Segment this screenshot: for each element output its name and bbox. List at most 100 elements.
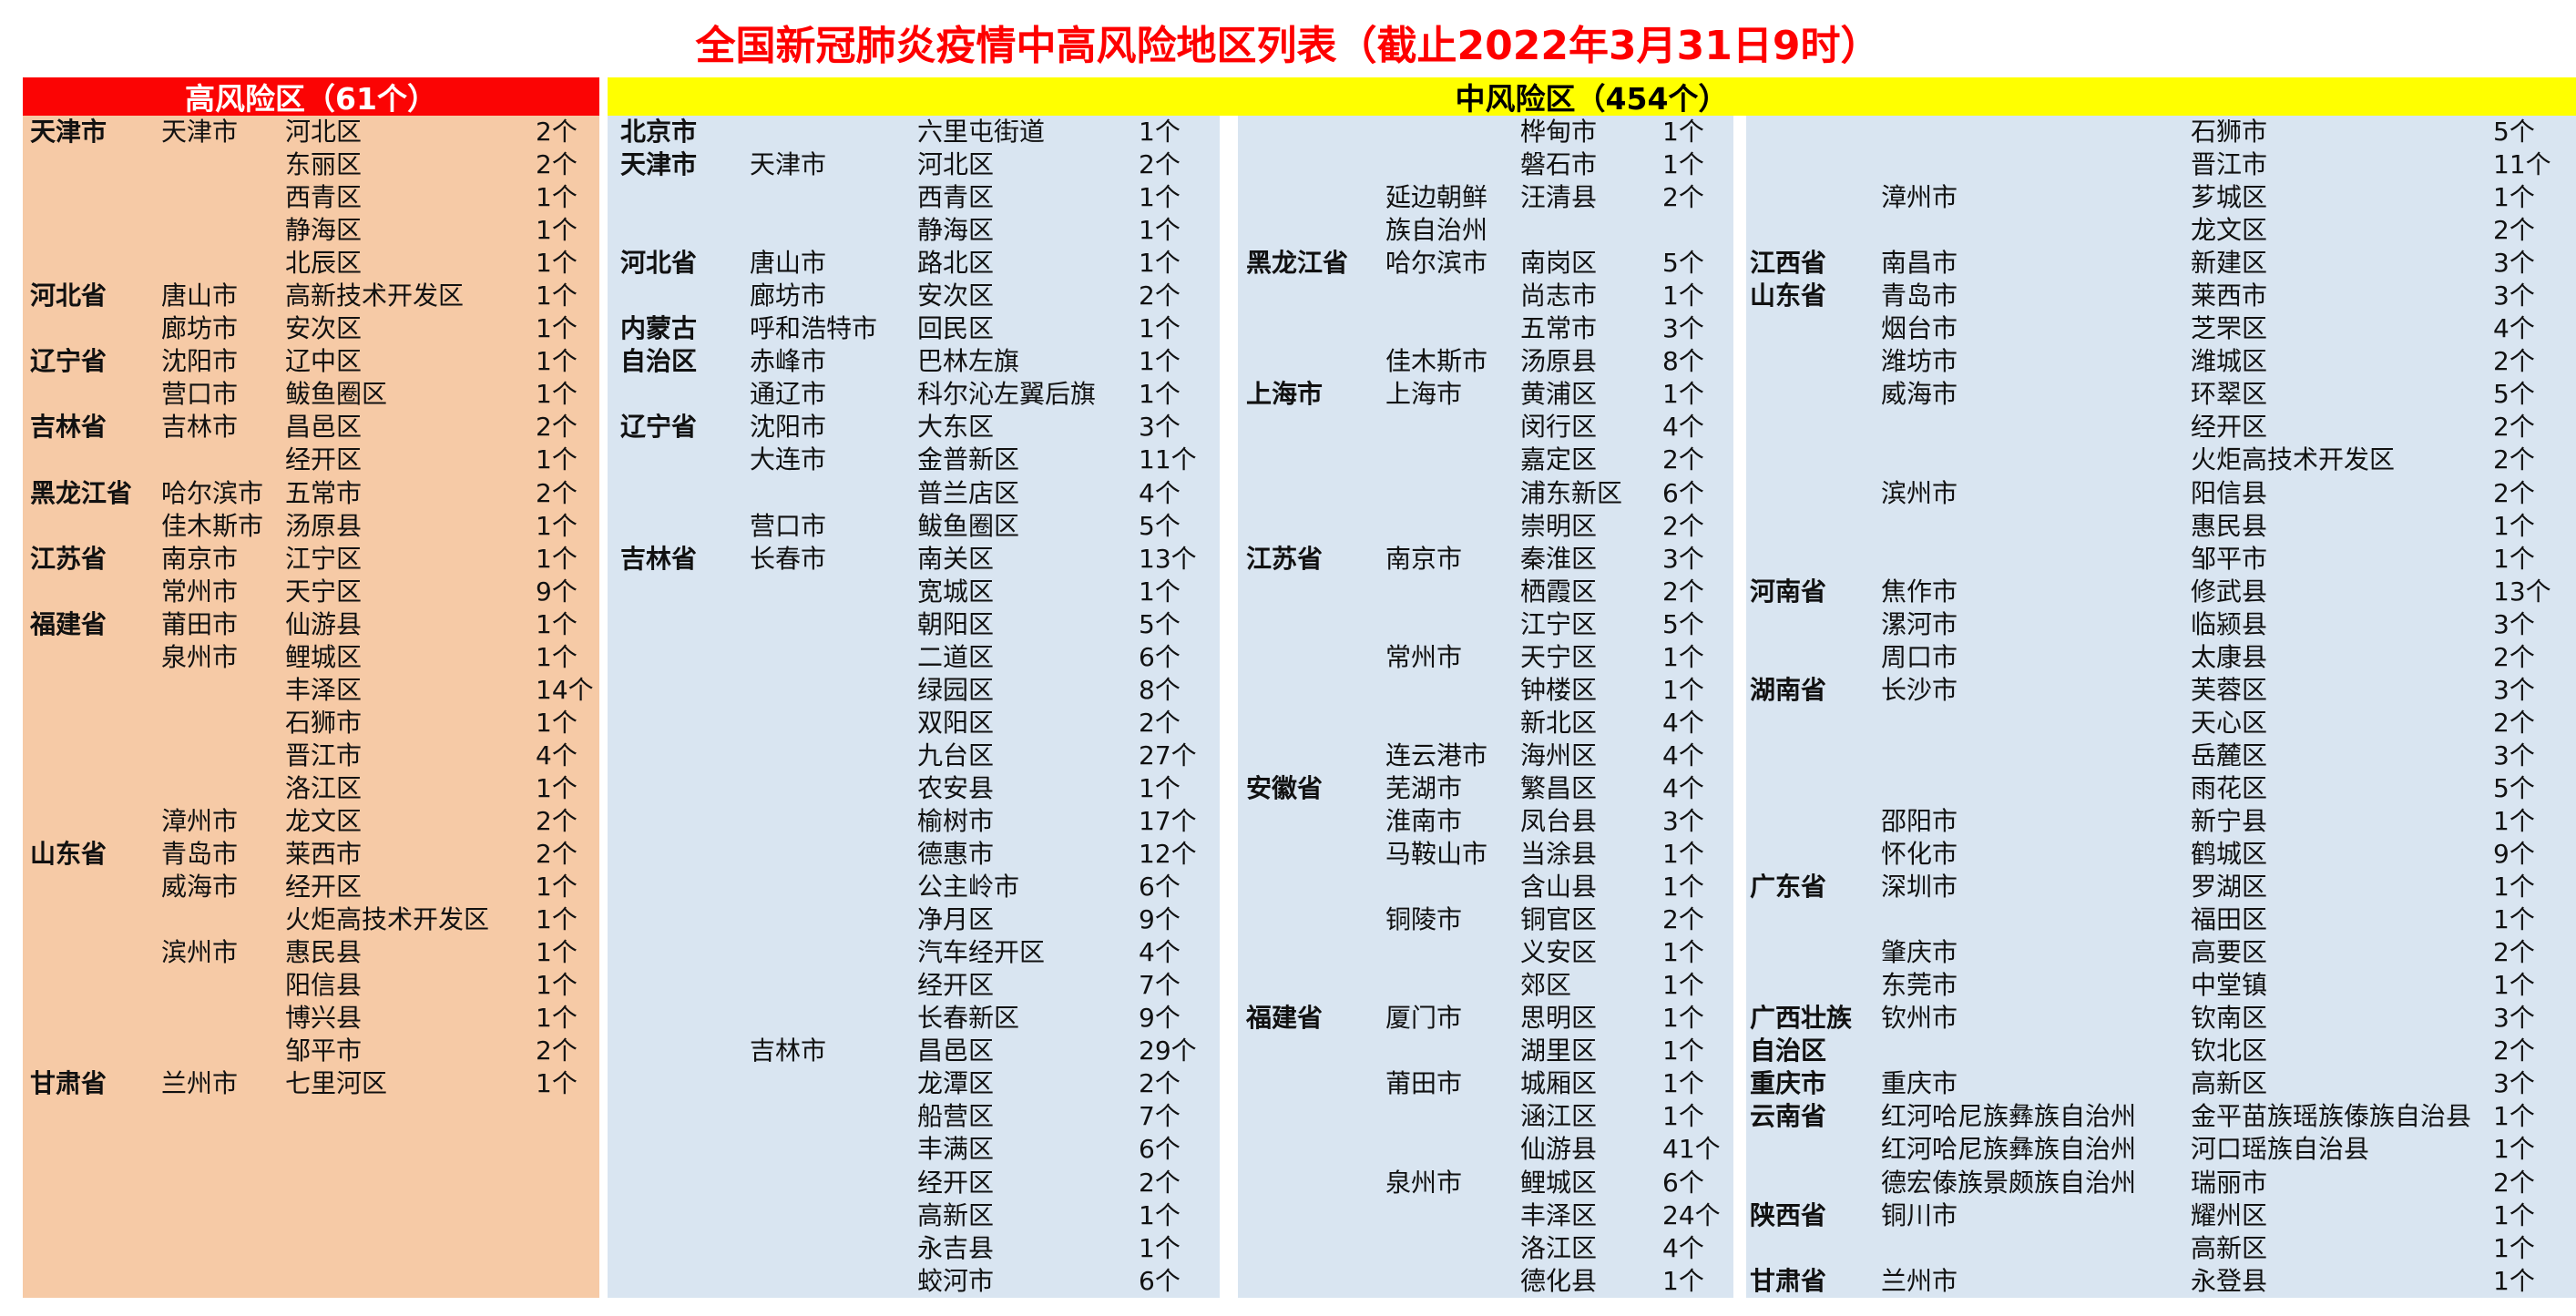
count-cell: 1个 xyxy=(1662,1035,1704,1066)
district-cell: 阳信县 xyxy=(2191,477,2268,508)
province-cell: 福建省 xyxy=(30,608,107,639)
district-cell: 鲤城区 xyxy=(1520,1167,1598,1198)
count-cell: 2个 xyxy=(1139,1068,1181,1099)
district-cell: 丰满区 xyxy=(917,1134,995,1165)
table-row: 江苏省 南京市 江宁区 1个 xyxy=(23,543,599,576)
district-cell: 高新区 xyxy=(2191,1068,2268,1099)
district-cell: 黄浦区 xyxy=(1520,379,1598,410)
count-cell: 7个 xyxy=(1139,970,1181,1001)
city-cell: 威海市 xyxy=(161,872,239,903)
count-cell: 13个 xyxy=(2493,576,2551,607)
district-cell: 嘉定区 xyxy=(1520,444,1598,475)
count-cell: 1个 xyxy=(1662,379,1704,410)
table-row: 德化县 1个 xyxy=(1238,1265,1733,1298)
table-row: 丰泽区 14个 xyxy=(23,674,599,707)
table-row: 闵行区 4个 xyxy=(1238,411,1733,444)
district-cell: 龙文区 xyxy=(285,805,363,836)
table-row: 高新区 1个 xyxy=(1746,1232,2576,1265)
district-cell: 大东区 xyxy=(917,412,995,443)
city-cell: 青岛市 xyxy=(1881,281,1958,311)
city-cell: 哈尔滨市 xyxy=(1385,248,1488,279)
count-cell: 1个 xyxy=(1139,346,1181,377)
table-row: 辽宁省 沈阳市 辽中区 1个 xyxy=(23,345,599,378)
table-row: 黑龙江省 哈尔滨市 五常市 2个 xyxy=(23,477,599,510)
count-cell: 1个 xyxy=(1662,1003,1704,1034)
count-cell: 1个 xyxy=(1662,117,1704,147)
table-row: 广东省 深圳市 罗湖区 1个 xyxy=(1746,871,2576,903)
province-cell: 江苏省 xyxy=(30,543,107,574)
city-cell: 兰州市 xyxy=(161,1068,239,1099)
count-cell: 1个 xyxy=(536,215,578,246)
district-cell: 九台区 xyxy=(917,740,995,770)
table-row: 佳木斯市 汤原县 8个 xyxy=(1238,345,1733,378)
table-row: 河南省 焦作市 修武县 13个 xyxy=(1746,576,2576,608)
district-cell: 钦北区 xyxy=(2191,1035,2268,1066)
count-cell: 4个 xyxy=(536,740,578,770)
district-cell: 天宁区 xyxy=(1520,641,1598,672)
city-cell: 连云港市 xyxy=(1385,740,1488,770)
table-row: 雨花区 5个 xyxy=(1746,772,2576,805)
province-cell: 天津市 xyxy=(30,117,107,147)
city-cell: 吉林市 xyxy=(161,412,239,443)
count-cell: 1个 xyxy=(1662,970,1704,1001)
district-cell: 巴林左旗 xyxy=(917,346,1020,377)
table-row: 河北省 唐山市 高新技术开发区 1个 xyxy=(23,280,599,312)
count-cell: 4个 xyxy=(2493,313,2535,344)
count-cell: 1个 xyxy=(2493,543,2535,574)
district-cell: 蛟河市 xyxy=(917,1265,995,1296)
district-cell: 火炬高技术开发区 xyxy=(285,904,490,935)
district-cell: 桦甸市 xyxy=(1520,117,1598,147)
city-cell: 莆田市 xyxy=(161,608,239,639)
count-cell: 6个 xyxy=(1139,1265,1181,1296)
district-cell: 安次区 xyxy=(917,281,995,311)
district-cell: 思明区 xyxy=(1520,1003,1598,1034)
city-cell: 常州市 xyxy=(161,576,239,607)
table-row: 淮南市 凤台县 3个 xyxy=(1238,805,1733,838)
province-cell: 甘肃省 xyxy=(1750,1265,1827,1296)
count-cell: 17个 xyxy=(1139,805,1197,836)
district-cell: 潍城区 xyxy=(2191,346,2268,377)
table-row: 西青区 1个 xyxy=(23,181,599,214)
count-cell: 1个 xyxy=(1662,149,1704,180)
count-cell: 2个 xyxy=(536,839,578,870)
district-cell: 海州区 xyxy=(1520,740,1598,770)
count-cell: 3个 xyxy=(2493,248,2535,279)
count-cell: 2个 xyxy=(536,1035,578,1066)
district-cell: 钟楼区 xyxy=(1520,674,1598,705)
district-cell: 昌邑区 xyxy=(285,412,363,443)
count-cell: 12个 xyxy=(1139,839,1197,870)
count-cell: 1个 xyxy=(1139,182,1181,213)
high-risk-panel: 天津市 天津市 河北区 2个 东丽区 2个 西青区 1个 静海区 1个 北辰区 1个 河北省 唐山市 高新技… xyxy=(23,116,599,1298)
district-cell: 崇明区 xyxy=(1520,510,1598,541)
city-cell: 淮南市 xyxy=(1385,805,1463,836)
table-row: 德惠市 12个 xyxy=(608,838,1220,871)
district-cell: 五常市 xyxy=(285,477,363,508)
count-cell: 1个 xyxy=(536,641,578,672)
district-cell: 朝阳区 xyxy=(917,608,995,639)
province-cell: 安徽省 xyxy=(1246,772,1324,803)
count-cell: 4个 xyxy=(1662,412,1704,443)
district-cell: 丰泽区 xyxy=(285,674,363,705)
district-cell: 鲅鱼圈区 xyxy=(285,379,388,410)
table-row: 净月区 9个 xyxy=(608,903,1220,936)
count-cell: 4个 xyxy=(1139,937,1181,968)
table-row: 普兰店区 4个 xyxy=(608,477,1220,510)
count-cell: 5个 xyxy=(1139,608,1181,639)
city-cell: 漯河市 xyxy=(1881,608,1958,639)
district-cell: 火炬高技术开发区 xyxy=(2191,444,2396,475)
count-cell: 1个 xyxy=(536,872,578,903)
count-cell: 1个 xyxy=(1662,1068,1704,1099)
city-cell: 漳州市 xyxy=(161,805,239,836)
table-row: 自治区 赤峰市 巴林左旗 1个 xyxy=(608,345,1220,378)
count-cell: 1个 xyxy=(2493,1134,2535,1165)
district-cell: 耀州区 xyxy=(2191,1199,2268,1230)
count-cell: 2个 xyxy=(536,149,578,180)
table-row: 宽城区 1个 xyxy=(608,576,1220,608)
city-cell: 潍坊市 xyxy=(1881,346,1958,377)
count-cell: 2个 xyxy=(1139,707,1181,738)
district-cell: 瑞丽市 xyxy=(2191,1167,2268,1198)
district-cell: 石狮市 xyxy=(2191,117,2268,147)
district-cell: 船营区 xyxy=(917,1101,995,1132)
table-row: 嘉定区 2个 xyxy=(1238,444,1733,476)
district-cell: 普兰店区 xyxy=(917,477,1020,508)
